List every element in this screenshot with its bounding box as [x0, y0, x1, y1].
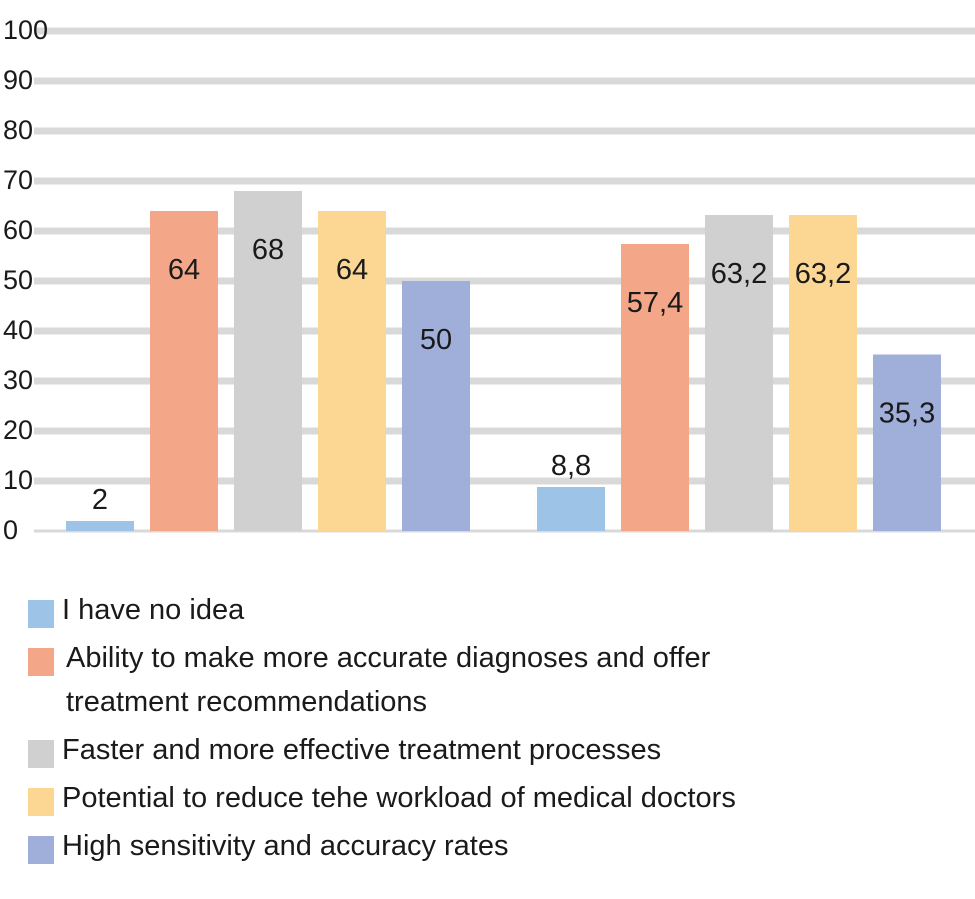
bars — [66, 191, 941, 531]
y-tick-label: 90 — [3, 65, 33, 95]
y-tick-label: 70 — [3, 165, 33, 195]
bar-clinic-series-5 — [873, 354, 941, 531]
bar-clinic-series-4 — [789, 215, 857, 531]
data-label: 35,3 — [879, 398, 935, 430]
bar-clinic-series-2 — [621, 244, 689, 531]
bar-clinic-series-1 — [537, 487, 605, 531]
legend-item: Potential to reduce tehe workload of med… — [28, 782, 968, 820]
y-tick-label: 0 — [3, 515, 18, 545]
x-category-label: Clinic (n =68) — [653, 557, 825, 560]
bar-chart: 0 10 20 30 40 50 60 70 80 90 100 2 64 68 64 50 8,8 57,4 6… — [3, 15, 975, 560]
y-axis-tick-labels: 0 10 20 30 40 50 60 70 80 90 100 — [3, 15, 48, 545]
y-tick-label: 10 — [3, 465, 33, 495]
legend-swatch — [28, 740, 54, 768]
data-label: 64 — [336, 254, 368, 286]
y-tick-label: 40 — [3, 315, 33, 345]
y-tick-label: 60 — [3, 215, 33, 245]
legend-label: Potential to reduce tehe workload of med… — [62, 782, 736, 814]
y-tick-label: 20 — [3, 415, 33, 445]
legend-swatch — [28, 648, 54, 676]
data-label: 2 — [92, 484, 108, 516]
y-tick-label: 100 — [3, 15, 48, 45]
legend-label: Faster and more effective treatment proc… — [62, 734, 662, 766]
legend-swatch — [28, 788, 54, 816]
legend-label: I have no idea — [62, 594, 245, 626]
bar-preclinic-series-5 — [402, 281, 470, 531]
bar-clinic-series-3 — [705, 215, 773, 531]
data-label: 50 — [420, 324, 452, 356]
y-tick-label: 80 — [3, 115, 33, 145]
data-label: 68 — [252, 234, 284, 266]
data-label: 63,2 — [795, 258, 851, 290]
bar-preclinic-series-3 — [234, 191, 302, 531]
bar-preclinic-series-2 — [150, 211, 218, 531]
legend-item: I have no idea — [28, 594, 968, 632]
legend-item: Ability to make more accurate diagnoses … — [28, 642, 968, 724]
x-axis-category-labels: Preclinic (n =50) Clinic (n =68) — [163, 557, 825, 560]
bar-preclinic-series-1 — [66, 521, 134, 531]
bar-preclinic-series-4 — [318, 211, 386, 531]
legend: I have no idea Ability to make more accur… — [28, 594, 968, 880]
y-tick-label: 50 — [3, 265, 33, 295]
data-label: 63,2 — [711, 258, 767, 290]
data-label: 8,8 — [551, 450, 591, 482]
legend-item: Faster and more effective treatment proc… — [28, 734, 968, 772]
legend-swatch — [28, 600, 54, 628]
legend-swatch — [28, 836, 54, 864]
data-label: 57,4 — [627, 287, 683, 319]
legend-item: High sensitivity and accuracy rates — [28, 830, 968, 868]
data-label: 64 — [168, 254, 200, 286]
y-tick-label: 30 — [3, 365, 33, 395]
x-category-label: Preclinic (n =50) — [163, 557, 373, 560]
legend-label: Ability to make more accurate diagnoses … — [66, 642, 711, 718]
legend-label: High sensitivity and accuracy rates — [62, 830, 509, 862]
data-labels: 2 64 68 64 50 8,8 57,4 63,2 63,2 35,3 — [92, 234, 935, 516]
